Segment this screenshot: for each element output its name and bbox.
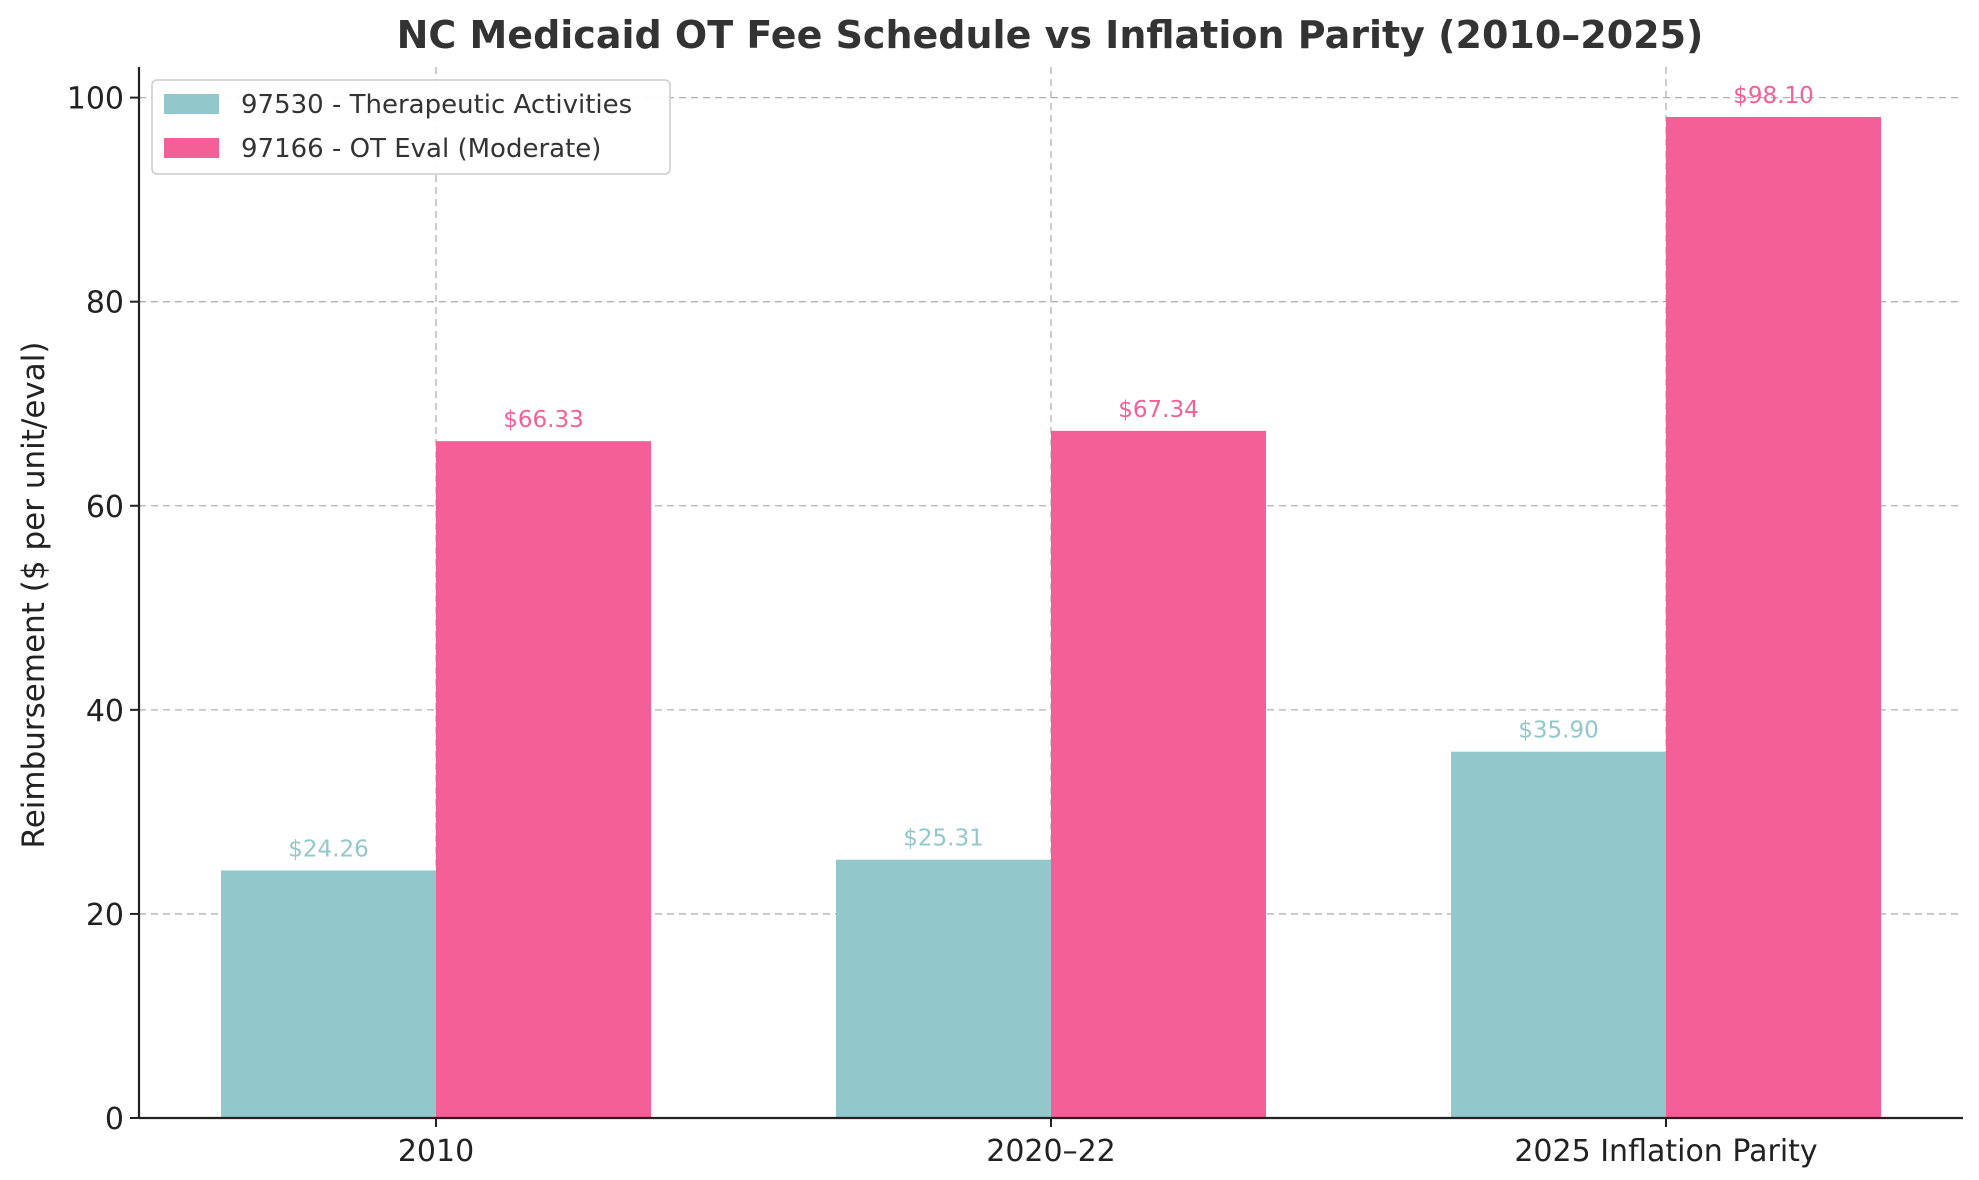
bar-ot-eval	[1666, 116, 1881, 1119]
y-tick-label: 60	[86, 490, 124, 525]
legend: 97530 - Therapeutic Activities 97166 - OT…	[151, 79, 671, 175]
x-tick-label: 2025 Inflation Parity	[1514, 1134, 1817, 1169]
chart-title: NC Medicaid OT Fee Schedule vs Inflation…	[397, 13, 1704, 57]
bar-value-label: $25.31	[903, 826, 983, 852]
y-tick-label: 80	[86, 286, 124, 321]
bars	[221, 116, 1881, 1119]
bar-therapeutic-activities	[1451, 751, 1666, 1118]
y-tick-label: 40	[86, 694, 124, 729]
bar-value-label: $67.34	[1118, 397, 1198, 423]
legend-swatch	[164, 94, 219, 114]
tick-labels: 0 20 40 60 80 100 2010 2020–22 2025 Inflation Pa…	[67, 82, 1818, 1169]
bar-ot-eval	[436, 441, 651, 1119]
data-labels: $24.26 $25.31 $35.90 $66.33 $67.34 $98.10	[288, 83, 1813, 862]
bar-value-label: $24.26	[288, 836, 368, 862]
bar-value-label: $98.10	[1733, 83, 1813, 109]
y-tick-label: 0	[105, 1102, 124, 1137]
legend-swatch	[164, 138, 219, 158]
y-axis-label: Reimbursement ($ per unit/eval)	[16, 342, 52, 849]
axes	[130, 67, 1963, 1127]
bar-therapeutic-activities	[836, 859, 1051, 1118]
x-tick-label: 2020–22	[986, 1134, 1116, 1169]
y-tick-label: 20	[86, 898, 124, 933]
bar-value-label: $66.33	[503, 407, 583, 433]
x-tick-label: 2010	[398, 1134, 474, 1169]
bar-therapeutic-activities	[221, 870, 436, 1118]
bar-ot-eval	[1051, 430, 1266, 1118]
legend-label: 97166 - OT Eval (Moderate)	[241, 134, 601, 164]
bar-value-label: $35.90	[1518, 718, 1598, 744]
legend-label: 97530 - Therapeutic Activities	[241, 90, 632, 120]
y-tick-label: 100	[67, 82, 124, 117]
legend-box	[151, 79, 671, 175]
